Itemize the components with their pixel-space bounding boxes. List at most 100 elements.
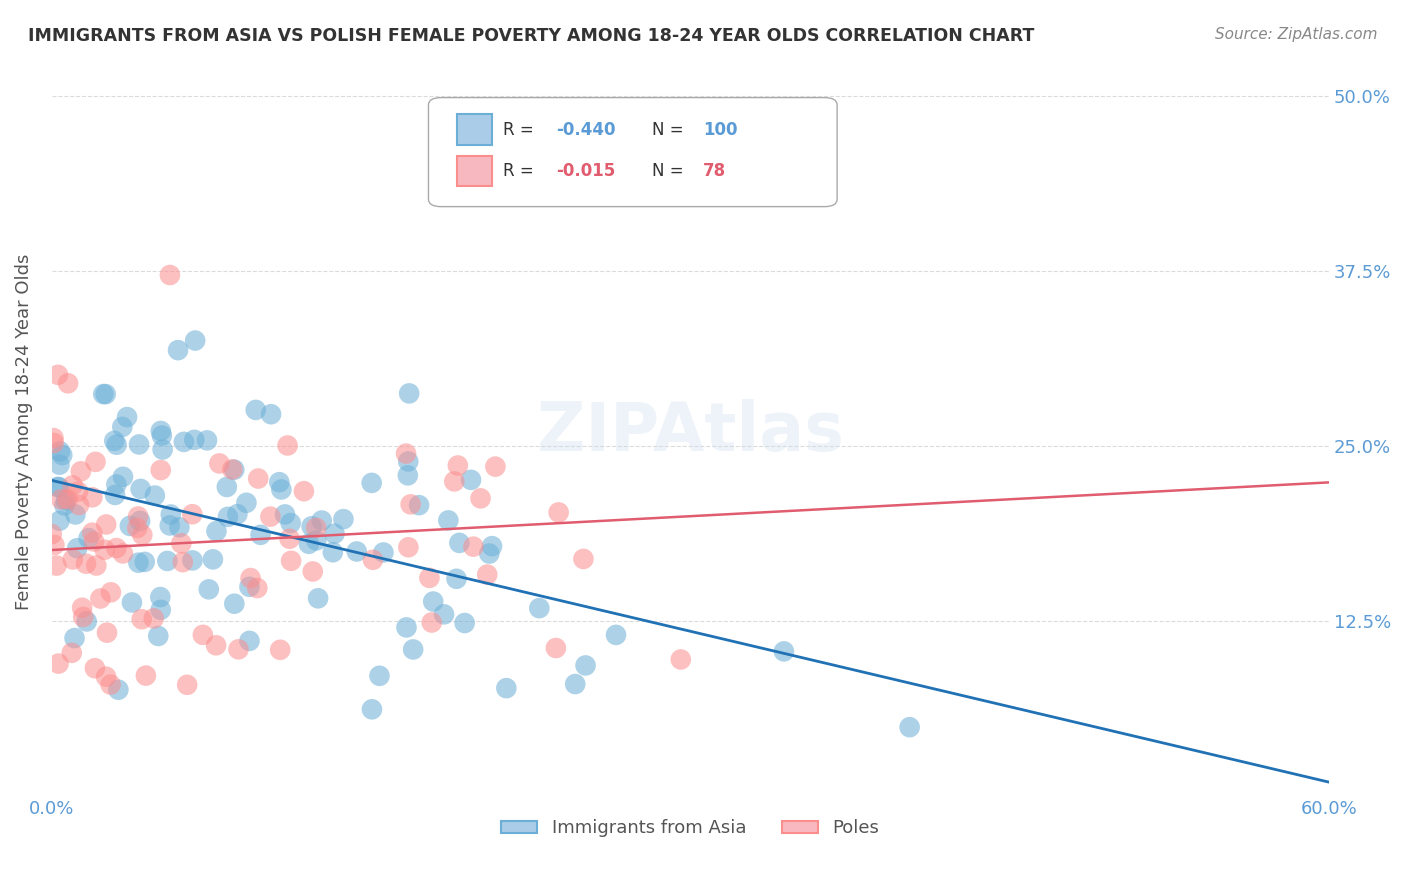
Immigrants from Asia xyxy=(360,475,382,490)
Immigrants from Asia xyxy=(298,537,321,551)
Immigrants from Asia xyxy=(55,493,77,508)
Immigrants from Asia xyxy=(224,597,246,611)
Immigrants from Asia xyxy=(111,420,134,434)
Immigrants from Asia xyxy=(76,615,98,629)
Immigrants from Asia xyxy=(181,553,204,567)
Text: N =: N = xyxy=(652,162,689,180)
Poles xyxy=(221,462,243,476)
Bar xyxy=(457,114,492,145)
Immigrants from Asia xyxy=(605,628,627,642)
Immigrants from Asia xyxy=(564,677,586,691)
Text: R =: R = xyxy=(502,162,538,180)
Poles xyxy=(60,646,83,660)
Poles xyxy=(142,611,165,625)
Immigrants from Asia xyxy=(323,526,346,541)
Immigrants from Asia xyxy=(127,556,149,570)
Immigrants from Asia xyxy=(105,438,128,452)
Immigrants from Asia xyxy=(238,580,260,594)
Immigrants from Asia xyxy=(128,437,150,451)
Immigrants from Asia xyxy=(373,545,395,559)
Poles xyxy=(127,521,149,535)
Text: -0.015: -0.015 xyxy=(557,162,616,180)
Immigrants from Asia xyxy=(48,458,70,472)
Poles xyxy=(181,507,204,521)
Poles xyxy=(159,268,181,282)
Immigrants from Asia xyxy=(105,477,128,491)
Poles xyxy=(41,527,63,541)
Poles xyxy=(395,447,418,461)
Poles xyxy=(105,541,128,555)
Immigrants from Asia xyxy=(152,442,174,457)
Poles xyxy=(269,642,291,657)
Poles xyxy=(172,555,194,569)
Poles xyxy=(420,615,443,630)
Immigrants from Asia xyxy=(396,468,419,483)
Immigrants from Asia xyxy=(478,547,501,561)
Poles xyxy=(56,492,79,507)
Poles xyxy=(228,642,250,657)
Immigrants from Asia xyxy=(460,473,482,487)
Immigrants from Asia xyxy=(346,544,368,558)
Legend: Immigrants from Asia, Poles: Immigrants from Asia, Poles xyxy=(494,812,887,845)
Immigrants from Asia xyxy=(121,595,143,609)
Poles xyxy=(51,492,73,507)
Immigrants from Asia xyxy=(453,615,475,630)
Immigrants from Asia xyxy=(311,514,333,528)
Poles xyxy=(75,557,97,571)
Immigrants from Asia xyxy=(111,470,134,484)
Text: N =: N = xyxy=(652,120,689,138)
Immigrants from Asia xyxy=(270,483,292,497)
Immigrants from Asia xyxy=(368,669,391,683)
Immigrants from Asia xyxy=(217,509,239,524)
Immigrants from Asia xyxy=(235,496,257,510)
Poles xyxy=(301,565,323,579)
Immigrants from Asia xyxy=(156,554,179,568)
Immigrants from Asia xyxy=(48,480,70,494)
Immigrants from Asia xyxy=(898,720,921,734)
Immigrants from Asia xyxy=(65,508,87,522)
Immigrants from Asia xyxy=(322,545,344,559)
Poles xyxy=(131,528,153,542)
Immigrants from Asia xyxy=(49,444,72,458)
Immigrants from Asia xyxy=(361,702,384,716)
Immigrants from Asia xyxy=(149,424,172,438)
Immigrants from Asia xyxy=(91,387,114,401)
Text: 100: 100 xyxy=(703,120,738,138)
Poles xyxy=(205,638,228,652)
Poles xyxy=(46,368,69,382)
Poles xyxy=(544,640,567,655)
Poles xyxy=(170,536,193,550)
Immigrants from Asia xyxy=(77,531,100,545)
Immigrants from Asia xyxy=(159,508,181,522)
Immigrants from Asia xyxy=(280,516,302,530)
Immigrants from Asia xyxy=(104,488,127,502)
Immigrants from Asia xyxy=(215,480,238,494)
Immigrants from Asia xyxy=(159,518,181,533)
Immigrants from Asia xyxy=(260,407,283,421)
Poles xyxy=(399,497,422,511)
Immigrants from Asia xyxy=(449,536,471,550)
Poles xyxy=(82,525,104,540)
Immigrants from Asia xyxy=(396,454,419,468)
Immigrants from Asia xyxy=(332,512,354,526)
Poles xyxy=(96,625,118,640)
Poles xyxy=(45,558,67,573)
Poles xyxy=(669,652,692,666)
Poles xyxy=(131,612,153,626)
Poles xyxy=(82,491,104,505)
Poles xyxy=(48,657,70,671)
Poles xyxy=(484,459,506,474)
Poles xyxy=(94,670,117,684)
Immigrants from Asia xyxy=(481,539,503,553)
Immigrants from Asia xyxy=(274,508,297,522)
Poles xyxy=(463,540,485,554)
Poles xyxy=(96,517,118,532)
Immigrants from Asia xyxy=(48,514,70,528)
Immigrants from Asia xyxy=(150,428,173,442)
Immigrants from Asia xyxy=(422,594,444,608)
Poles xyxy=(93,542,115,557)
Poles xyxy=(56,376,79,391)
Immigrants from Asia xyxy=(183,433,205,447)
FancyBboxPatch shape xyxy=(429,97,837,207)
Immigrants from Asia xyxy=(184,334,207,348)
